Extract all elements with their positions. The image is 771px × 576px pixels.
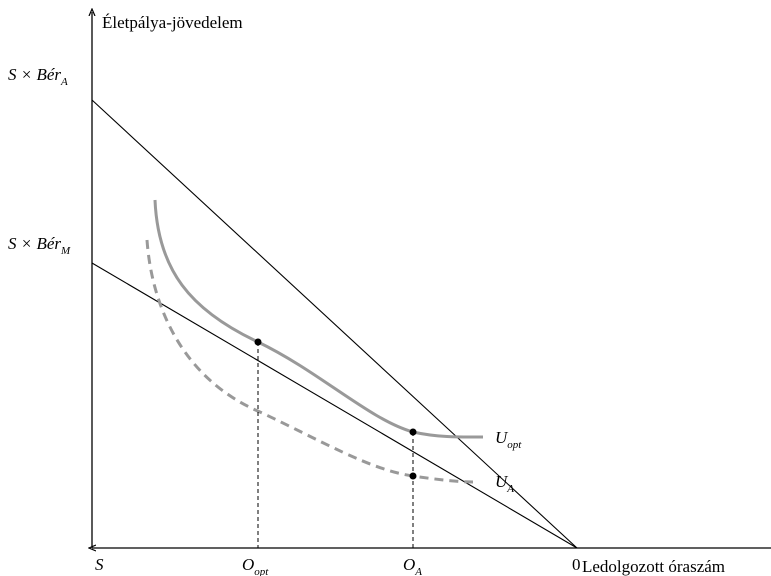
subscript: opt	[507, 439, 522, 451]
label: U	[495, 472, 509, 491]
label: O	[403, 555, 415, 574]
subscript: opt	[254, 566, 269, 576]
budget-line-m	[91, 262, 578, 549]
label: 0	[572, 555, 581, 574]
subscript: A	[506, 483, 514, 495]
point	[254, 338, 262, 346]
label: S	[95, 555, 104, 574]
y-mark: S × BérA	[8, 65, 68, 88]
x-mark: 0	[572, 555, 581, 574]
subscript: A	[60, 76, 68, 88]
y-axis-label: Életpálya-jövedelem	[102, 13, 243, 32]
x-mark: OA	[403, 555, 422, 576]
x-mark: S	[95, 555, 104, 574]
x-axis-label: Ledolgozott óraszám	[582, 557, 725, 576]
subscript: M	[60, 245, 71, 257]
point	[409, 472, 417, 480]
x-mark: Oopt	[242, 555, 269, 576]
curve-label: UA	[495, 472, 514, 495]
label: U	[495, 428, 509, 447]
subscript: A	[414, 566, 422, 576]
curve-u-a	[145, 239, 474, 484]
curve-label: Uopt	[495, 428, 522, 451]
point	[409, 428, 417, 436]
budget-line-a	[91, 99, 578, 549]
label: O	[242, 555, 254, 574]
label: S × Bér	[8, 234, 61, 253]
label: S × Bér	[8, 65, 61, 84]
curve-u-opt	[153, 199, 484, 439]
y-mark: S × BérM	[8, 234, 71, 257]
